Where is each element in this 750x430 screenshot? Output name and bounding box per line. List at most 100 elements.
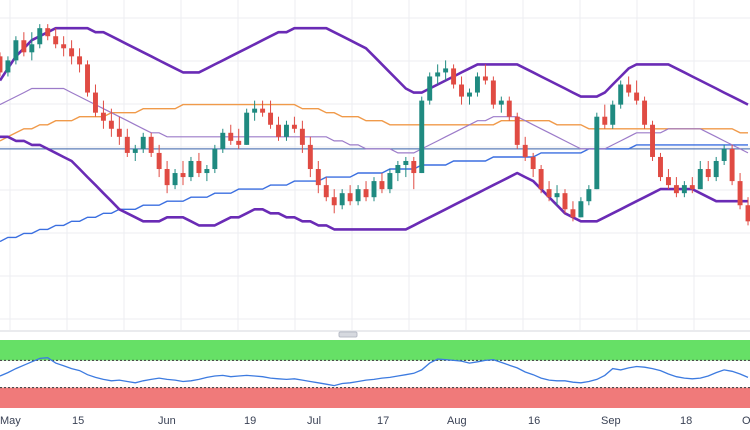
candle-body [578,201,584,218]
x-tick-label: 19 [244,415,256,427]
x-tick-label: Aug [447,415,467,427]
candle-body [554,193,560,198]
candle-body [745,205,750,222]
candle [546,181,552,202]
candle [85,60,90,97]
candle-body [244,112,250,145]
candle [451,64,457,89]
candle [93,84,98,117]
candle-body [363,189,369,198]
candle-body [570,209,576,218]
candle [236,128,242,149]
candle-body [586,189,592,202]
candle-body [196,160,202,174]
candle-body [514,116,520,145]
candle [196,152,202,178]
candle-body [562,193,568,210]
rsi-oversold-zone [0,387,750,408]
ma-blue-line [0,144,748,243]
x-tick-label: 16 [528,415,540,427]
candle [244,108,250,145]
candle [562,189,568,214]
candle [363,181,369,202]
pane-resize-handle[interactable] [338,331,358,338]
rsi-indicator [0,357,749,387]
candle [745,197,750,226]
candle-body [93,92,98,113]
candle-body [498,100,504,105]
x-tick-label: Jun [158,415,176,427]
candle [252,100,258,121]
candle [299,120,305,153]
candle-body [204,169,210,174]
candle [538,165,544,194]
candle [490,76,496,109]
candle [164,160,170,194]
candle-body [665,177,671,186]
x-tick-label: 15 [72,415,84,427]
candle-body [331,197,337,206]
rsi-zones [0,340,750,408]
candle [371,177,377,202]
candle [737,173,743,210]
candle [180,160,186,186]
candle [323,177,329,202]
candle-body [658,156,663,178]
candle [276,116,281,141]
candle [634,80,640,105]
candle-body [108,120,114,129]
candle-body [5,60,11,73]
candle-body [37,28,43,45]
candle-body [626,84,632,93]
candle [212,144,218,174]
candle-body [474,76,480,93]
candle-body [634,92,640,101]
x-tick-label: Jul [307,415,321,427]
candle-body [387,173,393,190]
candle [260,100,266,117]
candle [21,32,27,57]
candle-body [307,144,313,170]
candle-body [236,140,242,145]
candle-body [395,165,401,174]
candle [355,185,361,206]
candle-body [729,148,735,182]
rsi-line [0,357,749,387]
candle [37,24,43,49]
candle-body [21,40,27,53]
candle [395,160,401,182]
candle-body [355,189,361,202]
candle [172,169,178,190]
candle [228,124,234,145]
candle-body [705,169,711,178]
candle [124,128,130,157]
candle-body [403,160,409,165]
candle-body [323,185,329,198]
candle-body [13,40,19,61]
candle-body [283,124,289,137]
rsi-overbought-zone [0,340,750,361]
candle-body [212,148,218,170]
candle-body [180,173,186,178]
candle [673,177,679,198]
candle [411,156,417,190]
candle [427,72,433,105]
candle-body [276,124,281,137]
candle [705,160,711,182]
candle [498,96,504,113]
candle [347,185,353,206]
candle-body [252,108,258,113]
candle-body [737,181,743,206]
candle [339,189,345,210]
candle [530,152,536,178]
candle [594,112,600,190]
candle-body [29,44,35,53]
candle [459,76,465,105]
candle-body [148,136,154,153]
candle [307,136,313,178]
x-tick-label: Sep [601,415,621,427]
candle [0,52,3,77]
candle [315,160,321,194]
candle [108,108,114,137]
